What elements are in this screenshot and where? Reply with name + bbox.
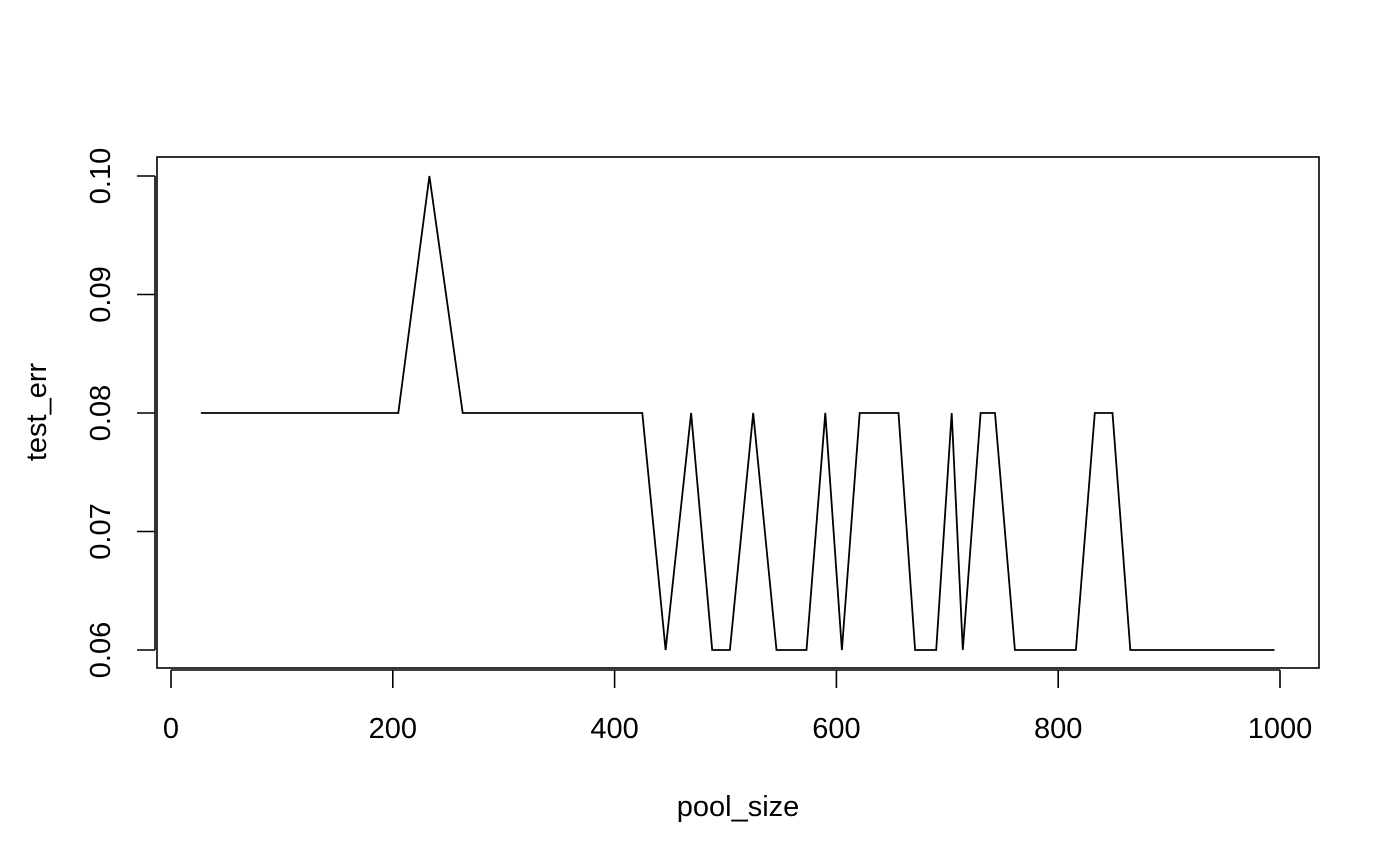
series-line — [200, 175, 1275, 651]
y-tick-label: 0.08 — [85, 385, 117, 441]
x-axis-title: pool_size — [677, 791, 800, 823]
y-axis-title: test_err — [21, 363, 53, 462]
y-tick-label: 0.10 — [85, 148, 117, 204]
x-tick-label: 800 — [1034, 713, 1082, 745]
x-tick-label: 600 — [812, 713, 860, 745]
y-tick-label: 0.07 — [85, 503, 117, 559]
plot-box — [156, 156, 1320, 669]
x-tick-label: 1000 — [1248, 713, 1313, 745]
x-tick-label: 0 — [163, 713, 179, 745]
y-tick-label: 0.06 — [85, 622, 117, 678]
x-tick-label: 400 — [590, 713, 638, 745]
x-tick-label: 200 — [369, 713, 417, 745]
x-axis: 0 200 400 600 800 1000 — [163, 669, 1313, 745]
y-axis: 0.06 0.07 0.08 0.09 0.10 — [85, 148, 156, 678]
y-tick-label: 0.09 — [85, 266, 117, 322]
